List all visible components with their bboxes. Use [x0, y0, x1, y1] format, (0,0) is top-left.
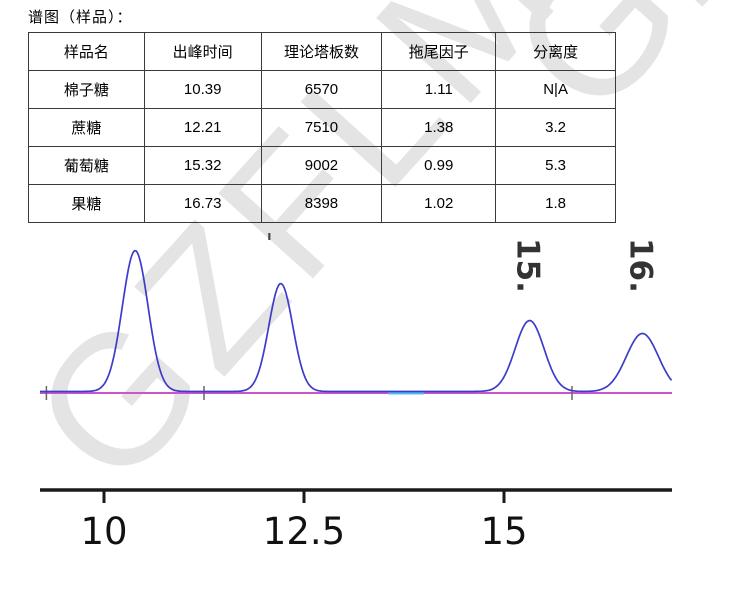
- header-cell: 出峰时间: [143, 32, 262, 71]
- table-row: 棉子糖 10.39 6570 1.11 N|A: [28, 70, 616, 109]
- table-header-row: 样品名 出峰时间 理论塔板数 拖尾因子 分离度: [28, 32, 616, 71]
- header-cell: 理论塔板数: [260, 32, 383, 71]
- table-cell: 15.32: [143, 146, 262, 185]
- table-cell: 5.3: [495, 146, 616, 185]
- table-cell: 棉子糖: [28, 70, 145, 109]
- header-cell: 样品名: [28, 32, 145, 71]
- chromatogram-plot: ' 15. 16. 10 12.5 15: [40, 229, 673, 553]
- x-axis-tick-label: 12.5: [263, 510, 345, 553]
- table-cell: 葡萄糖: [28, 146, 145, 185]
- table-cell: 0.99: [381, 146, 497, 185]
- peak-retention-label: 15.: [510, 238, 546, 293]
- table-cell: N|A: [495, 70, 616, 109]
- table-cell: 8398: [260, 184, 383, 223]
- table-cell: 蔗糖: [28, 108, 145, 147]
- signal-curve: [40, 249, 673, 393]
- x-axis-tick-label: 15: [480, 510, 527, 553]
- table-cell: 果糖: [28, 184, 145, 223]
- table-row: 果糖 16.73 8398 1.02 1.8: [28, 184, 616, 223]
- peak-label-fragment: ': [266, 229, 273, 259]
- table-cell: 6570: [260, 70, 383, 109]
- header-cell: 分离度: [495, 32, 616, 71]
- table-cell: 1.02: [381, 184, 497, 223]
- table-cell: 12.21: [143, 108, 262, 147]
- table-row: 蔗糖 12.21 7510 1.38 3.2: [28, 108, 616, 147]
- x-axis-tick-label: 10: [80, 510, 127, 553]
- table-row: 葡萄糖 15.32 9002 0.99 5.3: [28, 146, 616, 185]
- table-cell: 1.11: [381, 70, 497, 109]
- header-cell: 拖尾因子: [381, 32, 497, 71]
- peak-retention-label: 16.: [622, 238, 658, 293]
- table-cell: 1.38: [381, 108, 497, 147]
- table-cell: 16.73: [143, 184, 262, 223]
- table-body: 棉子糖 10.39 6570 1.11 N|A 蔗糖 12.21 7510 1.38 3.2 葡萄糖…: [28, 70, 616, 223]
- table-cell: 3.2: [495, 108, 616, 147]
- table-cell: 1.8: [495, 184, 616, 223]
- table-cell: 9002: [260, 146, 383, 185]
- section-title: 谱图（样品）：: [28, 9, 133, 26]
- sample-results-table: 样品名 出峰时间 理论塔板数 拖尾因子 分离度 棉子糖 10.39 6570 1.11 N|A 蔗…: [28, 32, 616, 223]
- table-cell: 10.39: [143, 70, 262, 109]
- table-cell: 7510: [260, 108, 383, 147]
